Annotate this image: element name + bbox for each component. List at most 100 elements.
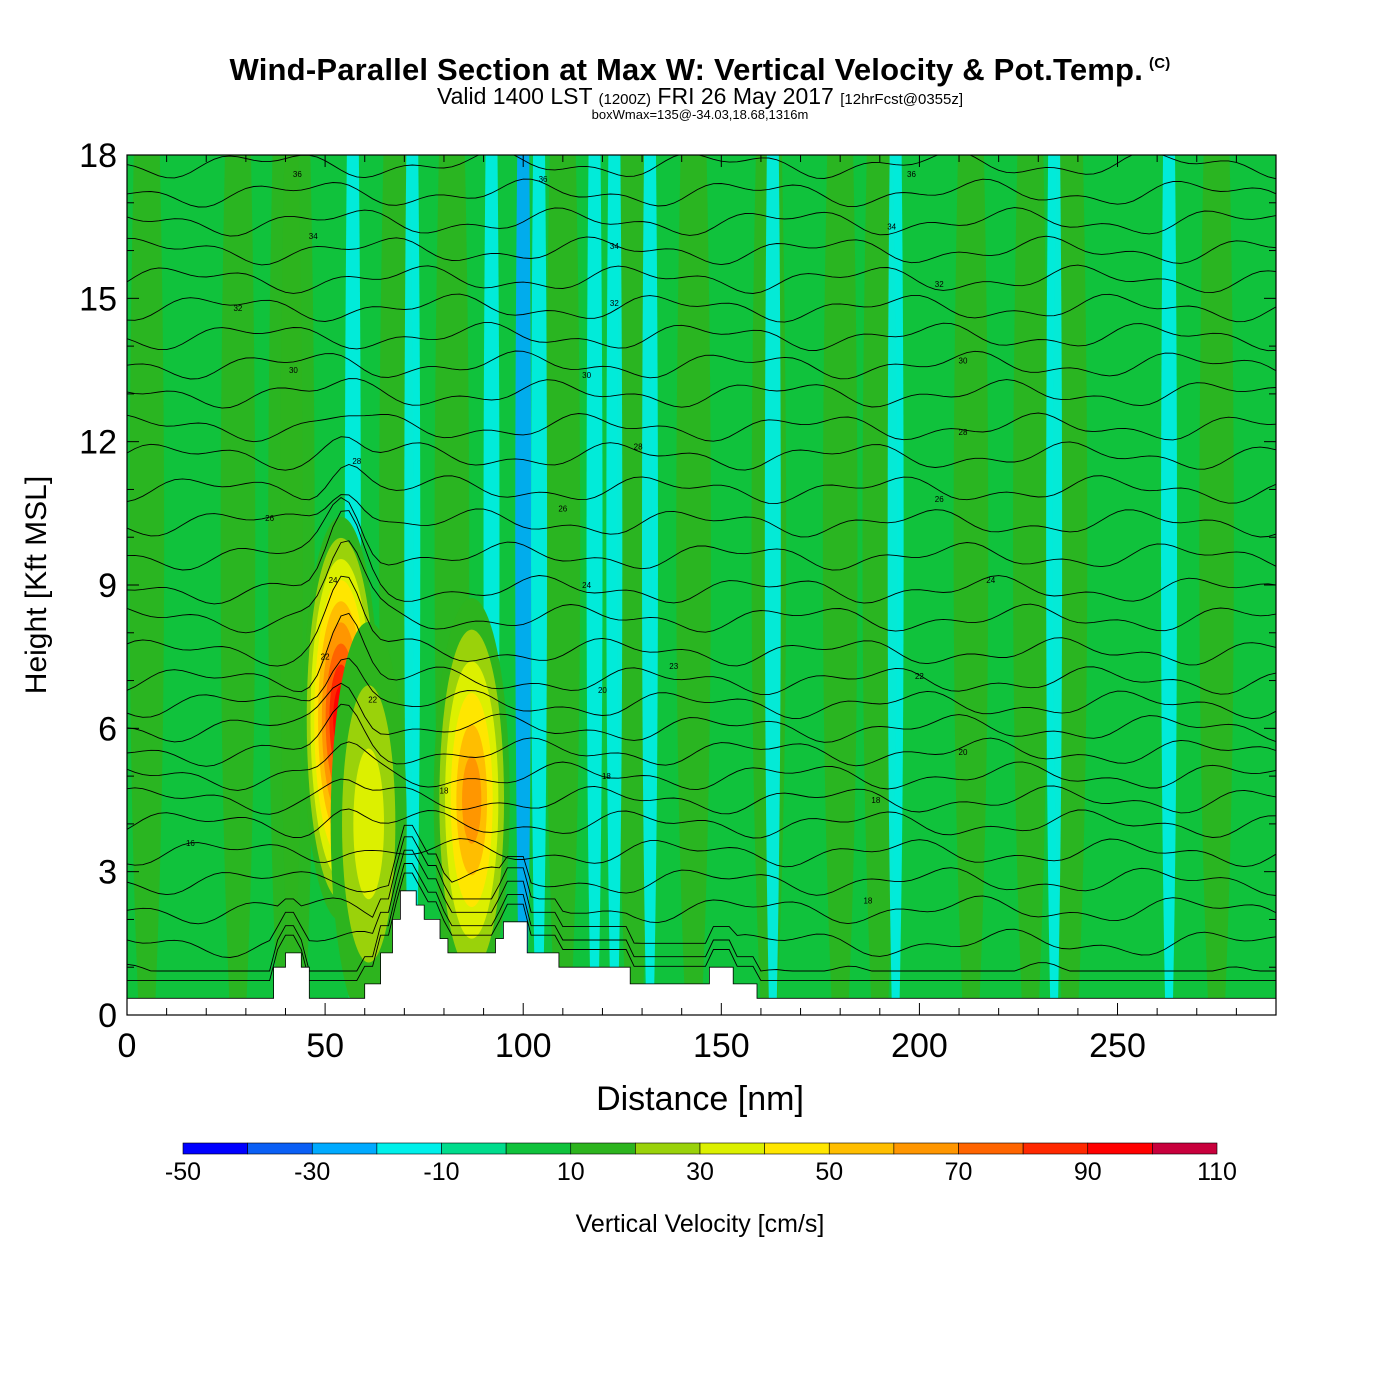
- colorbar-swatch-5: [505, 1142, 572, 1155]
- vertical-band-17: [404, 155, 421, 999]
- theta-contour-25: [127, 264, 1276, 294]
- x-tick-label-250: 250: [1089, 1027, 1146, 1065]
- theta-contour-12: [127, 612, 1276, 696]
- theta-contour-7: [127, 778, 1276, 815]
- contour-label-2: 18: [602, 772, 611, 781]
- contour-labels: 16 18 18 18 18 20 20 22 22 22 23 24 24 24 26 26 26 28 28 28…: [186, 170, 996, 905]
- contour-label-25: 32: [935, 280, 944, 289]
- vertical-band-26: [1046, 155, 1063, 999]
- theta-contour-3: [127, 836, 1276, 925]
- colorbar-tick-label-5: 50: [815, 1158, 843, 1186]
- theta-contour-20: [127, 412, 1276, 443]
- colorbar-swatch-4: [441, 1142, 507, 1155]
- theta-contour-10: [127, 682, 1276, 743]
- colorbar-swatch-6: [570, 1142, 636, 1155]
- colorbar-swatch-9: [764, 1142, 830, 1155]
- theta-contour-17: [127, 494, 1276, 538]
- contour-label-20: 30: [289, 366, 298, 375]
- colorbar-tick-label-2: -10: [423, 1158, 459, 1186]
- contour-label-19: 28: [959, 428, 968, 437]
- contour-label-10: 23: [669, 662, 678, 671]
- vertical-band-8: [676, 155, 711, 999]
- contour-label-4: 18: [863, 896, 872, 905]
- contour-label-18: 28: [634, 442, 643, 451]
- contour-label-26: 34: [309, 232, 318, 241]
- y-tick-label-9: 9: [98, 567, 117, 605]
- theta-contour-8: [127, 741, 1276, 791]
- y-tick-label-18: 18: [79, 137, 117, 175]
- colorbar-swatch-12: [958, 1142, 1024, 1155]
- colorbar-swatch-1: [247, 1142, 313, 1155]
- vertical-band-23: [642, 155, 658, 999]
- chart-subtitle: Valid 1400 LST (1200Z) FRI 26 May 2017 […: [436, 83, 964, 109]
- theta-contour-27: [127, 207, 1276, 237]
- y-tick-label-15: 15: [79, 280, 117, 318]
- vertical-band-10: [822, 155, 858, 999]
- theta-contour-11: [127, 657, 1276, 720]
- contour-label-15: 26: [558, 505, 567, 514]
- vertical-band-24: [764, 155, 781, 999]
- vertical-band-21: [586, 155, 603, 999]
- colorbar-swatch-8: [699, 1142, 765, 1155]
- contour-label-5: 20: [959, 748, 968, 757]
- contour-label-17: 28: [352, 457, 361, 466]
- vertical-band-22: [606, 155, 623, 999]
- colorbar: -50 -30 -10 10 30 50 70 90 110: [165, 1142, 1237, 1186]
- colorbar-tick-label-8: 110: [1197, 1158, 1237, 1186]
- x-tick-label-150: 150: [693, 1027, 750, 1065]
- colorbar-swatch-13: [1022, 1142, 1089, 1155]
- theta-contour-19: [127, 436, 1276, 471]
- theta-contour-28: [127, 178, 1276, 208]
- contour-label-13: 24: [986, 576, 995, 585]
- velocity-field: [127, 155, 1276, 1015]
- terrain-mask: [126, 890, 1277, 1016]
- colorbar-swatch-10: [828, 1142, 895, 1155]
- contour-label-1: 18: [440, 786, 449, 795]
- contour-label-11: 24: [329, 576, 338, 585]
- theta-contours: [127, 155, 1276, 982]
- contour-label-29: 36: [293, 170, 302, 179]
- x-axis-label: Distance [nm]: [596, 1080, 804, 1118]
- theta-contour-15: [127, 510, 1276, 605]
- y-axis-label: Height [Kft MSL]: [20, 476, 53, 694]
- colorbar-tick-label-3: 10: [557, 1158, 585, 1186]
- updraft-1-level-5: [462, 756, 482, 844]
- contour-label-6: 20: [598, 686, 607, 695]
- chart-title: Wind-Parallel Section at Max W: Vertical…: [229, 52, 1171, 87]
- colorbar-tick-label-0: -50: [165, 1158, 201, 1186]
- theta-contour-4: [127, 824, 1276, 896]
- colorbar-swatch-2: [311, 1142, 378, 1155]
- contour-label-21: 30: [582, 371, 591, 380]
- theta-contour-16: [127, 497, 1276, 571]
- contour-label-7: 22: [368, 696, 377, 705]
- colorbar-tick-label-6: 70: [945, 1158, 973, 1186]
- contour-label-3: 18: [871, 796, 880, 805]
- colorbar-swatch-11: [893, 1142, 959, 1155]
- vertical-band-27: [1161, 155, 1178, 999]
- colorbar-swatch-0: [182, 1142, 248, 1155]
- theta-contour-2: [127, 849, 1276, 958]
- theta-contour-14: [127, 540, 1276, 634]
- theta-contour-21: [127, 378, 1276, 409]
- theta-contour-9: [127, 703, 1276, 767]
- contour-label-12: 24: [582, 581, 591, 590]
- vertical-band-13: [1013, 155, 1048, 999]
- contour-label-24: 32: [610, 299, 619, 308]
- contour-label-28: 34: [887, 223, 896, 232]
- theta-contour-5: [127, 838, 1276, 868]
- colorbar-swatch-7: [635, 1142, 701, 1155]
- colorbar-tick-label-4: 30: [686, 1158, 714, 1186]
- theta-contour-0: [127, 872, 1276, 982]
- theta-contour-6: [127, 808, 1276, 839]
- theta-contour-22: [127, 350, 1276, 380]
- theta-contour-13: [127, 575, 1276, 667]
- updraft-2-level-2: [353, 748, 385, 900]
- theta-contour-1: [127, 863, 1276, 972]
- contour-label-16: 26: [935, 495, 944, 504]
- y-tick-label-12: 12: [79, 424, 117, 462]
- vertical-band-12: [953, 155, 989, 999]
- vertical-band-1: [220, 155, 256, 999]
- contour-label-27: 34: [610, 242, 619, 251]
